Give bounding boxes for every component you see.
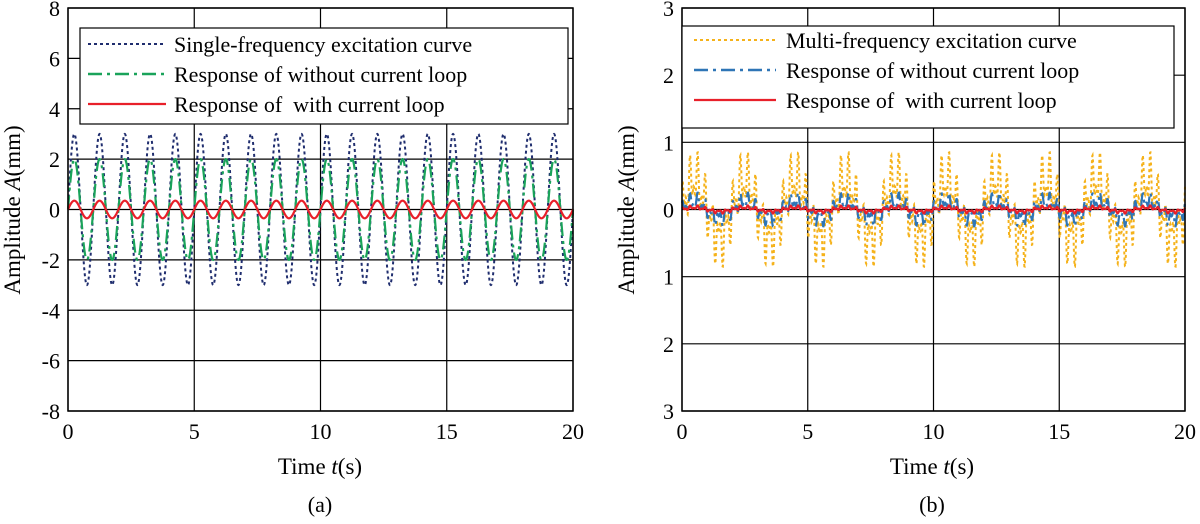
panel-b-legend-label-multi-frequency: Multi-frequency excitation curve	[786, 28, 1077, 53]
panel-b-series-line-1	[680, 191, 1187, 228]
panel-a-y-tick-3: 2	[49, 147, 60, 172]
panel-a-y-tick-5: -2	[42, 248, 60, 273]
panel-a-y-tick-1: 6	[49, 46, 60, 71]
panel-b-x-tick-0: 0	[677, 419, 688, 444]
panel-a-plot-frame	[67, 7, 574, 412]
panel-b-legend-label-with-loop: Response of with current loop	[786, 88, 1057, 113]
panel-b-series	[680, 151, 1187, 268]
panel-a-x-tick-1: 5	[189, 419, 200, 444]
panel-a-series-line-2	[67, 199, 574, 220]
panel-b-caption: (b)	[919, 492, 945, 517]
panel-a-x-tick-0: 0	[63, 419, 74, 444]
panel-b-x-tick-labels: 0 5 10 15 20	[677, 419, 1197, 444]
panel-b-y-tick-3: 0	[663, 198, 674, 223]
panel-a-y-tick-2: 4	[49, 97, 60, 122]
panel-b-x-tick-1: 5	[802, 419, 813, 444]
panel-b-series-line-0	[681, 151, 1186, 268]
panel-b-y-tick-5: 2	[663, 332, 674, 357]
panel-a-y-tick-labels: 8 6 4 2 0 -2 -4 -6 -8	[42, 0, 60, 424]
panel-b-y-tick-2: 1	[663, 130, 674, 155]
panel-b-series-line-2	[681, 204, 1186, 215]
panel-a-y-tick-7: -6	[42, 349, 60, 374]
panel-a-y-tick-8: -8	[42, 399, 60, 424]
panel-b-y-tick-1: 2	[663, 63, 674, 88]
panel-a-legend-label-with-loop: Response of with current loop	[174, 92, 445, 117]
panel-b-legend-box	[681, 25, 1175, 129]
panel-a-legend-label-single-frequency: Single-frequency excitation curve	[174, 32, 472, 57]
panel-b-y-tick-labels: 3 2 1 0 1 2 3	[663, 0, 674, 424]
panel-a-series	[66, 132, 575, 287]
panel-b-legend-label-without-loop: Response of without current loop	[786, 58, 1079, 83]
panel-a-x-tick-labels: 0 5 10 15 20	[63, 419, 585, 444]
panel-a-y-tick-0: 8	[49, 0, 60, 21]
panel-b-y-tick-0: 3	[663, 0, 674, 21]
panel-b-y-tick-6: 3	[663, 399, 674, 424]
panel-a-y-axis-label: Amplitude A(mm)	[0, 125, 25, 294]
panel-b-legend: Multi-frequency excitation curve Respons…	[681, 25, 1175, 129]
panel-b-y-axis-label: Amplitude A(mm)	[614, 125, 639, 294]
panel-a-x-tick-3: 15	[436, 419, 458, 444]
panel-a-x-tick-2: 10	[310, 419, 332, 444]
panel-a-x-axis-label: Time t(s)	[278, 454, 362, 479]
panel-b-x-tick-3: 15	[1048, 419, 1070, 444]
panel-b-plot-frame	[681, 7, 1186, 412]
panel-a-x-tick-4: 20	[562, 419, 584, 444]
panel-a-legend-label-without-loop: Response of without current loop	[174, 62, 467, 87]
panel-b-x-tick-2: 10	[923, 419, 945, 444]
panel-a-y-tick-4: 0	[49, 198, 60, 223]
panel-b-x-axis-label: Time t(s)	[890, 454, 974, 479]
panel-b-x-tick-4: 20	[1174, 419, 1196, 444]
panel-a-series-line-1	[66, 157, 575, 262]
panel-b-y-tick-4: 1	[663, 265, 674, 290]
panel-a-y-tick-6: -4	[42, 298, 60, 323]
panel-a-caption: (a)	[308, 492, 332, 517]
panel-a-legend: Single-frequency excitation curve Respon…	[79, 27, 569, 125]
